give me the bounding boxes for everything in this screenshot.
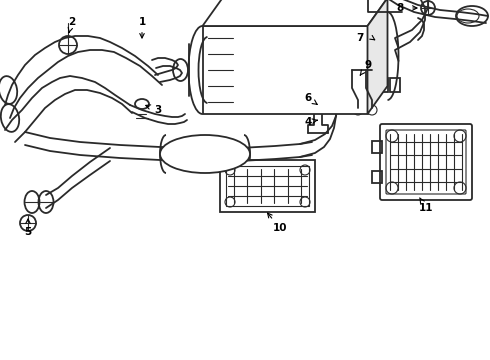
Text: 11: 11 — [419, 198, 433, 213]
Text: 9: 9 — [360, 60, 371, 75]
Text: 1: 1 — [138, 17, 146, 38]
Text: 4: 4 — [304, 117, 318, 127]
Ellipse shape — [160, 135, 250, 173]
Text: 7: 7 — [356, 33, 364, 43]
Polygon shape — [202, 0, 388, 26]
Bar — [202, 26, 368, 114]
Text: 8: 8 — [396, 3, 404, 13]
Bar — [226, 166, 309, 206]
Text: 10: 10 — [268, 213, 287, 233]
Bar — [390, 78, 400, 92]
Text: 2: 2 — [68, 17, 75, 33]
Polygon shape — [368, 0, 388, 114]
FancyBboxPatch shape — [380, 124, 472, 200]
Bar — [220, 160, 315, 212]
Bar — [372, 171, 382, 183]
Bar — [372, 141, 382, 153]
Text: 5: 5 — [24, 219, 32, 237]
Text: 6: 6 — [304, 93, 317, 104]
Bar — [378, 78, 388, 92]
Text: 3: 3 — [146, 105, 162, 115]
